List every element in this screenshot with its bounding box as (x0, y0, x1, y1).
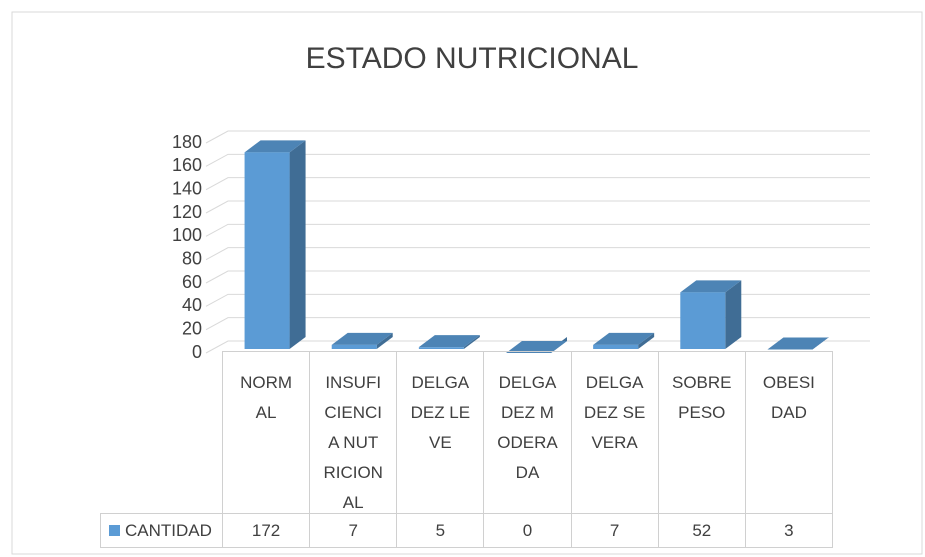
x-tick-label: INSUFICIENCIA NUTRICIONAL (309, 351, 398, 514)
x-tick-label: OBESIDAD (744, 351, 833, 514)
bar-top (418, 335, 480, 348)
bar-side (463, 335, 480, 349)
data-table-value: 172 (222, 513, 311, 548)
bar-top (506, 341, 567, 353)
data-table-value-text: 0 (522, 520, 533, 540)
x-tick-label-text: DELGADEZ MODERADA (497, 373, 558, 482)
bar-side (725, 280, 742, 349)
bar-front (680, 292, 726, 349)
grid-line (205, 153, 870, 167)
bar-top (244, 140, 306, 153)
legend-swatch (109, 525, 120, 536)
data-table-value: 3 (744, 513, 833, 548)
grid-line (205, 317, 870, 331)
legend-label: CANTIDAD (125, 520, 212, 540)
grid-line (205, 130, 870, 144)
x-tick-label-text: OBESIDAD (762, 373, 815, 422)
y-tick-label: 120 (172, 202, 202, 222)
y-tick-label: 100 (172, 225, 202, 245)
data-table-value: 5 (396, 513, 485, 548)
data-table-value: 52 (657, 513, 746, 548)
x-tick-label: SOBREPESO (657, 351, 746, 514)
x-tick-label-text: DELGADEZ LEVE (410, 373, 471, 452)
bar (680, 280, 742, 349)
y-tick-label: 40 (182, 295, 202, 315)
bar-top (767, 337, 829, 350)
bar-front (593, 344, 639, 349)
data-table-value: 7 (309, 513, 398, 548)
data-table-value-text: 3 (784, 520, 794, 540)
data-table-value: 7 (570, 513, 659, 548)
x-tick-label: NORMAL (222, 351, 311, 514)
y-tick-label: 60 (182, 272, 202, 292)
grid-line (205, 200, 870, 214)
y-tick-label: 140 (172, 178, 202, 198)
x-tick-label: DELGADEZ LEVE (396, 351, 485, 514)
x-tick-label: DELGADEZ SEVERA (570, 351, 659, 514)
x-tick-label: DELGADEZ MODERADA (483, 351, 572, 514)
bar-side (376, 332, 393, 349)
bar (244, 140, 306, 349)
bar-top (331, 332, 393, 345)
y-tick-label: 80 (182, 248, 202, 268)
x-tick-label-text: DELGADEZ SEVERA (583, 373, 646, 452)
y-tick-label: 20 (182, 318, 202, 338)
x-tick-label-text: INSUFICIENCIA NUTRICIONAL (323, 373, 383, 512)
bar (331, 332, 393, 349)
bar (767, 337, 829, 350)
bar-side (638, 332, 655, 349)
grid-line (205, 247, 870, 261)
bar-front (418, 347, 464, 349)
grid-line (205, 293, 870, 307)
bar-front (244, 152, 290, 349)
grid-line (205, 270, 870, 284)
data-table-value-text: 172 (251, 520, 281, 540)
bar (418, 335, 480, 349)
data-table-value-text: 52 (692, 520, 712, 540)
bar-side (289, 140, 306, 349)
data-table-value: 0 (483, 513, 572, 548)
y-tick-label: 0 (192, 342, 202, 362)
chart-border (11, 11, 923, 555)
bar-top (593, 332, 655, 345)
y-tick-label: 160 (172, 155, 202, 175)
data-table-value-text: 5 (435, 520, 446, 540)
bar (506, 337, 567, 353)
x-tick-label-text: NORMAL (240, 373, 293, 422)
data-table-value-text: 7 (609, 520, 620, 540)
chart-title: ESTADO NUTRICIONAL (306, 42, 639, 75)
x-tick-label-text: SOBREPESO (672, 373, 732, 422)
bar-front (331, 344, 377, 349)
legend-entry: CANTIDAD (100, 513, 223, 548)
y-tick-label: 180 (172, 132, 202, 152)
bar-top (680, 280, 742, 293)
grid-line (205, 223, 870, 237)
data-table-value-text: 7 (348, 520, 358, 540)
grid-line (205, 177, 870, 191)
grid-line (205, 340, 870, 354)
bar (593, 332, 655, 349)
